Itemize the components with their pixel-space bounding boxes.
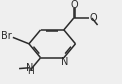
Text: H: H (27, 67, 34, 76)
Text: N: N (61, 57, 68, 67)
Text: O: O (90, 13, 97, 23)
Text: Br: Br (1, 31, 12, 41)
Text: N: N (26, 63, 34, 73)
Text: O: O (71, 0, 78, 10)
